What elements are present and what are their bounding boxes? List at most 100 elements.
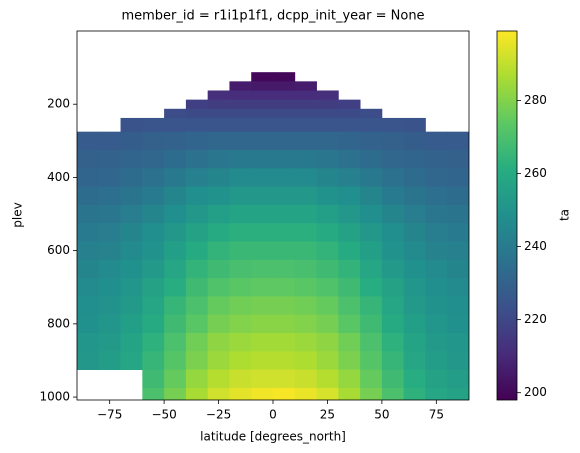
heatmap-cell — [381, 204, 405, 224]
y-tick-label: 800 — [47, 316, 70, 330]
heatmap-cell — [360, 259, 383, 279]
heatmap-cell — [120, 149, 143, 169]
heatmap-cell — [273, 81, 296, 91]
heatmap-cell — [425, 314, 448, 334]
heatmap-cell — [164, 351, 187, 371]
heatmap-cell — [229, 168, 252, 187]
y-axis-label: plev — [11, 202, 25, 227]
heatmap-cell — [425, 296, 448, 316]
x-tick-label: 75 — [429, 408, 444, 422]
heatmap-cell — [294, 81, 317, 91]
heatmap-cell — [77, 131, 100, 151]
heatmap-cell — [229, 241, 252, 261]
heatmap-cell — [403, 186, 426, 206]
heatmap-cell — [207, 314, 230, 334]
heatmap-cell — [98, 149, 121, 169]
heatmap-cell — [425, 168, 448, 187]
heatmap-cell — [294, 333, 317, 352]
heatmap-cell — [142, 259, 165, 279]
heatmap-cell — [251, 333, 274, 352]
heatmap-cell — [98, 168, 121, 187]
heatmap-cell — [294, 351, 317, 371]
heatmap-cell — [164, 223, 187, 242]
heatmap-cell — [229, 259, 252, 279]
heatmap-cell — [142, 131, 165, 151]
heatmap-cell — [120, 278, 143, 297]
heatmap-cell — [447, 204, 469, 224]
heatmap-cell — [229, 223, 252, 242]
heatmap-cell — [273, 186, 296, 206]
heatmap-cell — [229, 149, 252, 169]
heatmap-cell — [360, 108, 383, 119]
heatmap-cell — [294, 168, 317, 187]
heatmap-cell — [120, 204, 143, 224]
heatmap-cell — [316, 186, 339, 206]
heatmap-cell — [185, 387, 209, 400]
heatmap-cell — [294, 241, 317, 261]
heatmap-cell — [360, 369, 383, 389]
heatmap-cell — [316, 369, 339, 389]
heatmap-cell — [338, 223, 361, 242]
heatmap-cell — [425, 241, 448, 261]
heatmap-cell — [207, 296, 230, 316]
heatmap-cell — [251, 278, 274, 297]
heatmap-cell — [403, 296, 426, 316]
y-tick-label: 400 — [47, 170, 70, 184]
heatmap-cell — [360, 296, 383, 316]
heatmap-cell — [142, 314, 165, 334]
heatmap-cell — [142, 149, 165, 169]
heatmap-cell — [120, 296, 143, 316]
heatmap-cell — [142, 186, 165, 206]
heatmap-cell — [425, 223, 448, 242]
heatmap-cell — [77, 259, 100, 279]
heatmap-cell — [98, 186, 121, 206]
heatmap-cell — [229, 108, 252, 119]
heatmap-cell — [360, 186, 383, 206]
heatmap-cell — [360, 241, 383, 261]
heatmap-cell — [185, 186, 209, 206]
heatmap-cell — [120, 168, 143, 187]
heatmap-cell — [316, 351, 339, 371]
x-tick-label: 50 — [374, 408, 389, 422]
y-tick-label: 200 — [47, 97, 70, 111]
heatmap-cell — [207, 186, 230, 206]
heatmap-cell — [360, 131, 383, 151]
heatmap-cell — [251, 296, 274, 316]
heatmap-cell — [207, 259, 230, 279]
heatmap-cell — [251, 314, 274, 334]
heatmap-cell — [185, 99, 209, 110]
heatmap-cell — [403, 204, 426, 224]
heatmap-cell — [77, 351, 100, 371]
heatmap-cell — [77, 241, 100, 261]
heatmap-cell — [142, 333, 165, 352]
heatmap-cell — [207, 204, 230, 224]
heatmap-cell — [403, 241, 426, 261]
heatmap-cell — [185, 131, 209, 151]
heatmap-cell — [403, 351, 426, 371]
heatmap-cell — [207, 168, 230, 187]
heatmap-cell — [425, 131, 448, 151]
heatmap-cell — [447, 149, 469, 169]
heatmap-cell — [77, 278, 100, 297]
heatmap-cell — [77, 314, 100, 334]
heatmap-cell — [164, 108, 187, 119]
heatmap-cell — [251, 117, 274, 133]
heatmap-cell — [403, 168, 426, 187]
heatmap-cell — [120, 117, 143, 133]
heatmap-cell — [360, 223, 383, 242]
heatmap-cell — [185, 108, 209, 119]
heatmap-cell — [98, 204, 121, 224]
heatmap-cell — [273, 241, 296, 261]
heatmap-cell — [142, 278, 165, 297]
heatmap-cell — [447, 387, 469, 400]
heatmap-cell — [98, 296, 121, 316]
heatmap-cell — [316, 259, 339, 279]
heatmap-cell — [251, 186, 274, 206]
heatmap-cell — [164, 278, 187, 297]
heatmap-cell — [316, 90, 339, 101]
heatmap-cell — [185, 204, 209, 224]
heatmap-cell — [338, 131, 361, 151]
heatmap-cell — [251, 81, 274, 91]
heatmap-cell — [403, 223, 426, 242]
